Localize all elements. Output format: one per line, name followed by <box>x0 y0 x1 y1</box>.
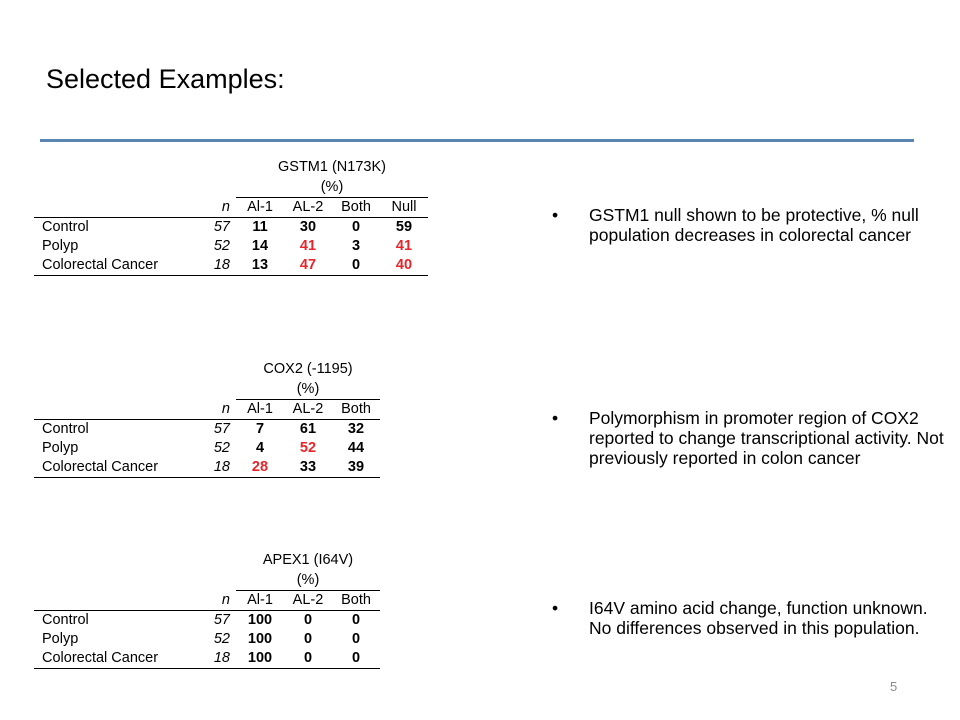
bullet-dot-icon: • <box>552 205 559 225</box>
bullet-dot-icon: • <box>552 408 559 428</box>
row-label: Polyp <box>42 238 79 254</box>
cell-value-highlighted: 52 <box>299 440 317 456</box>
cell-value: 7 <box>236 419 284 439</box>
table-row: Control 57 100 0 0 <box>34 610 380 630</box>
column-header: AL-2 <box>284 590 332 611</box>
cell-value: 61 <box>284 419 332 439</box>
row-n: 52 <box>213 631 230 647</box>
cell-value: 0 <box>332 649 380 669</box>
table-row: Polyp 52 100 0 0 <box>34 630 380 649</box>
column-header: Null <box>380 197 428 218</box>
column-header: Both <box>332 590 380 611</box>
cell-value: 0 <box>332 217 380 237</box>
row-label: Polyp <box>42 440 79 456</box>
table-header-unit: (%) <box>236 570 380 591</box>
row-label: Colorectal Cancer <box>34 649 192 669</box>
bullet-text: GSTM1 null shown to be protective, % nul… <box>589 205 919 245</box>
cell-value: 4 <box>255 440 265 456</box>
n-column-header: n <box>221 400 230 417</box>
table-header-gene: COX2 (-1195) <box>263 361 353 377</box>
title-divider <box>40 139 914 142</box>
bullet-item: • GSTM1 null shown to be protective, % n… <box>552 205 952 245</box>
cell-value: 0 <box>332 256 380 276</box>
table-row: Colorectal Cancer 18 13 47 0 40 <box>34 256 428 276</box>
row-n: 18 <box>192 649 236 669</box>
n-column-header: n <box>221 591 230 608</box>
cell-value-highlighted: 47 <box>284 256 332 276</box>
row-label: Colorectal Cancer <box>34 458 192 478</box>
column-header: Al-1 <box>236 399 284 420</box>
table-header-gene: APEX1 (I64V) <box>262 552 354 568</box>
table-header-unit: (%) <box>236 177 428 198</box>
table-row: Polyp 52 14 41 3 41 <box>34 237 428 256</box>
column-header: Al-1 <box>236 197 284 218</box>
cell-value: 100 <box>247 631 273 647</box>
row-n: 52 <box>213 440 230 456</box>
cell-value: 0 <box>284 649 332 669</box>
cell-value: 0 <box>332 610 380 630</box>
row-label: Control <box>34 217 192 237</box>
page-number: 5 <box>890 679 898 694</box>
table-row: Colorectal Cancer 18 28 33 39 <box>34 458 380 478</box>
row-label: Colorectal Cancer <box>34 256 192 276</box>
column-header: Both <box>332 399 380 420</box>
cox2-table: COX2 (-1195) (%) n Al-1 AL-2 Both Contro… <box>34 359 380 478</box>
row-n: 18 <box>192 256 236 276</box>
cell-value: 59 <box>380 217 428 237</box>
column-header: AL-2 <box>284 197 332 218</box>
bullet-text: Polymorphism in promoter region of COX2 … <box>589 408 944 468</box>
slide-title: Selected Examples: <box>46 64 285 94</box>
column-header: Al-1 <box>236 590 284 611</box>
cell-value-highlighted: 28 <box>236 458 284 478</box>
table-header-unit: (%) <box>236 379 380 400</box>
row-label: Control <box>34 419 192 439</box>
cell-value: 13 <box>236 256 284 276</box>
gstm1-table: GSTM1 (N173K) (%) n Al-1 AL-2 Both Null … <box>34 157 428 276</box>
cell-value: 32 <box>332 419 380 439</box>
row-label: Control <box>34 610 192 630</box>
cell-value: 100 <box>236 649 284 669</box>
n-column-header: n <box>221 198 230 215</box>
column-header: Both <box>332 197 380 218</box>
bullet-item: • Polymorphism in promoter region of COX… <box>552 408 952 468</box>
bullet-text: I64V amino acid change, function unknown… <box>589 598 928 638</box>
cell-value-highlighted: 41 <box>299 238 317 254</box>
cell-value-highlighted: 40 <box>380 256 428 276</box>
cell-value-highlighted: 41 <box>395 238 413 254</box>
row-n: 57 <box>192 419 236 439</box>
cell-value: 11 <box>236 217 284 237</box>
table-row: Control 57 11 30 0 59 <box>34 217 428 237</box>
cell-value: 14 <box>251 238 269 254</box>
row-n: 57 <box>192 217 236 237</box>
cell-value: 44 <box>347 440 365 456</box>
cell-value: 30 <box>284 217 332 237</box>
table-row: Control 57 7 61 32 <box>34 419 380 439</box>
row-n: 18 <box>192 458 236 478</box>
row-label: Polyp <box>42 631 79 647</box>
cell-value: 33 <box>284 458 332 478</box>
table-row: Colorectal Cancer 18 100 0 0 <box>34 649 380 669</box>
table-row: Polyp 52 4 52 44 <box>34 439 380 458</box>
cell-value: 3 <box>351 238 361 254</box>
cell-value: 0 <box>351 631 361 647</box>
apex1-table: APEX1 (I64V) (%) n Al-1 AL-2 Both Contro… <box>34 550 380 669</box>
table-header-gene: GSTM1 (N173K) <box>278 159 386 175</box>
cell-value: 0 <box>303 631 313 647</box>
row-n: 57 <box>192 610 236 630</box>
bullet-dot-icon: • <box>552 598 559 618</box>
column-header: AL-2 <box>284 399 332 420</box>
cell-value: 39 <box>332 458 380 478</box>
cell-value: 0 <box>284 610 332 630</box>
row-n: 52 <box>213 238 230 254</box>
cell-value: 100 <box>236 610 284 630</box>
bullet-item: • I64V amino acid change, function unkno… <box>552 598 952 638</box>
